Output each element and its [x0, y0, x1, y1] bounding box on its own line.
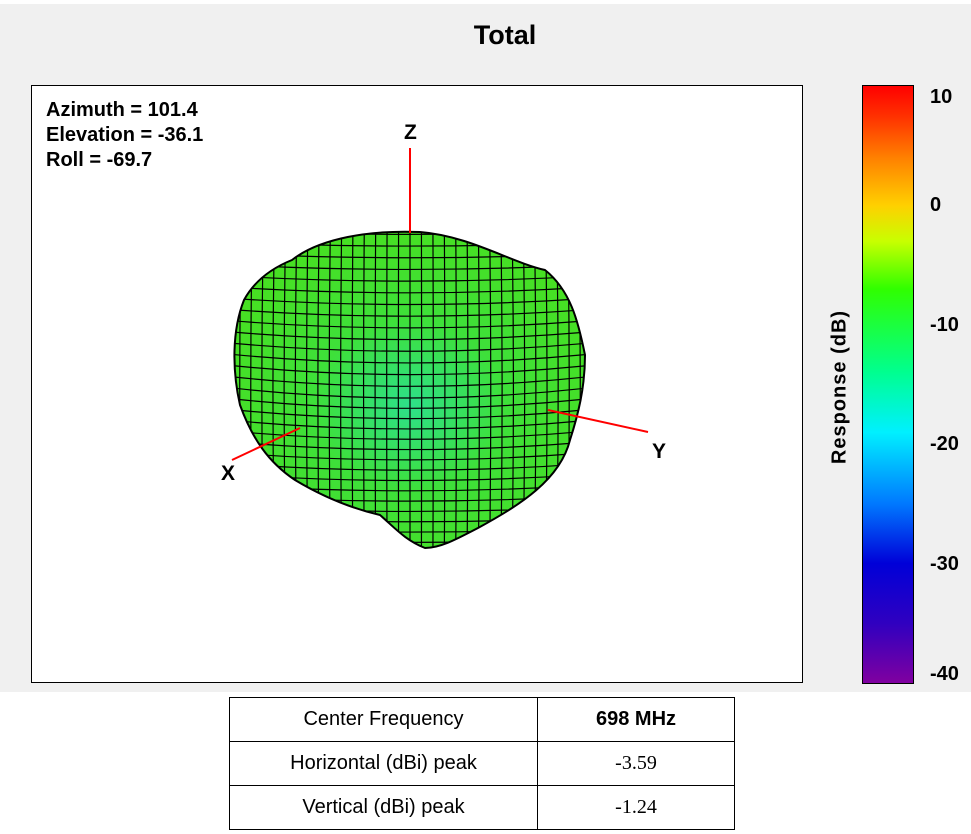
colorbar-tick: -30 [930, 553, 959, 576]
z-axis-label: Z [404, 121, 417, 144]
colorbar-tick: 10 [930, 86, 953, 108]
x-axis-label: X [221, 462, 235, 485]
table-row: Horizontal (dBi) peak -3.59 [229, 741, 735, 786]
y-axis-line [547, 409, 649, 433]
mesh-line [386, 231, 388, 548]
elevation-readout: Elevation = -36.1 [46, 124, 204, 146]
mesh-line [600, 195, 602, 585]
row-value: -1.24 [537, 785, 735, 830]
mesh-line [218, 195, 220, 585]
mesh-line [229, 195, 231, 585]
row-label: Vertical (dBi) peak [229, 785, 538, 830]
colorbar [862, 85, 914, 684]
row-label: Center Frequency [229, 697, 538, 742]
row-label: Horizontal (dBi) peak [229, 741, 538, 786]
mesh-line [432, 231, 434, 548]
mesh-line [454, 231, 458, 548]
mesh-line [589, 195, 591, 585]
mesh-line [207, 195, 209, 585]
colorbar-label: Response (dB) [828, 309, 851, 465]
row-value: -3.59 [537, 741, 735, 786]
summary-table: Center Frequency 698 MHz Horizontal (dBi… [229, 697, 735, 830]
view-angles: Azimuth = 101.4 Elevation = -36.1 Roll =… [46, 98, 203, 173]
mesh-line [611, 195, 613, 585]
colorbar-tick: 0 [930, 193, 942, 216]
mesh-line [443, 231, 446, 548]
colorbar-tick: -10 [930, 313, 959, 336]
colorbar-tick: -40 [930, 663, 959, 685]
row-value: 698 MHz [537, 697, 735, 742]
x-axis-line [231, 427, 301, 461]
chart-title: Total [473, 20, 537, 50]
table-row: Center Frequency 698 MHz [229, 697, 735, 742]
colorbar-tick: -20 [930, 433, 959, 456]
mesh-line [466, 231, 469, 548]
roll-readout: Roll = -69.7 [46, 149, 153, 171]
table-row: Vertical (dBi) peak -1.24 [229, 785, 735, 830]
y-axis-label: Y [652, 440, 666, 463]
azimuth-readout: Azimuth = 101.4 [46, 99, 198, 121]
